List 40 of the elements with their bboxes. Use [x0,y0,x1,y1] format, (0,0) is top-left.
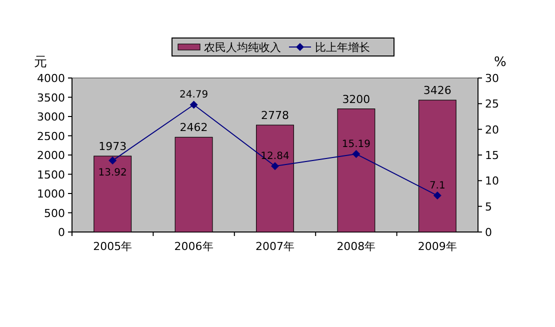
y-tick-label: 500 [44,206,65,220]
data-label: 13.92 [98,168,127,179]
x-tick-label: 2007年 [256,240,294,253]
y-tick-label: 2500 [37,130,65,143]
y-tick-label: 4000 [37,72,65,85]
y-tick-label: 1500 [37,168,65,182]
y-tick-label: 2000 [37,149,65,162]
data-label: 3426 [423,84,452,98]
y2-tick-label: 25 [485,98,499,111]
x-tick-label: 2009年 [418,240,457,253]
x-tick-label: 2006年 [174,240,214,253]
x-tick-label: 2005年 [93,240,132,253]
y2-tick-label: 20 [485,123,499,136]
point [190,100,198,109]
y2-tick-label: 5 [485,200,492,214]
y-tick-label: 3000 [37,110,65,124]
legend-label: 农民人均纯收入 [204,41,281,54]
point [271,162,279,170]
data-label: 2462 [180,121,208,134]
data-label: 7.1 [429,180,446,192]
y2-tick-label: 30 [485,72,499,85]
data-label: 12.84 [260,151,290,162]
y-tick-label: 0 [58,226,65,239]
data-label: 2778 [261,109,289,122]
data-label: 3200 [342,92,370,106]
y2-tick-label: 10 [485,174,499,188]
data-label: 1973 [98,140,127,154]
data-label: 15.19 [342,139,371,150]
data-label: 24.79 [179,90,208,101]
y-tick-label: 3500 [37,91,65,104]
y2-tick-label: 0 [485,226,492,239]
y2-tick-label: 15 [485,149,499,162]
y2-axis-title: % [494,55,506,70]
point [108,156,117,165]
x-tick-label: 2008年 [336,240,376,253]
point [352,150,360,158]
y-tick-label: 1000 [37,188,65,200]
y-axis-title: 元 [34,55,47,70]
legend-label: 比上年增长 [315,41,370,54]
point [433,192,442,200]
